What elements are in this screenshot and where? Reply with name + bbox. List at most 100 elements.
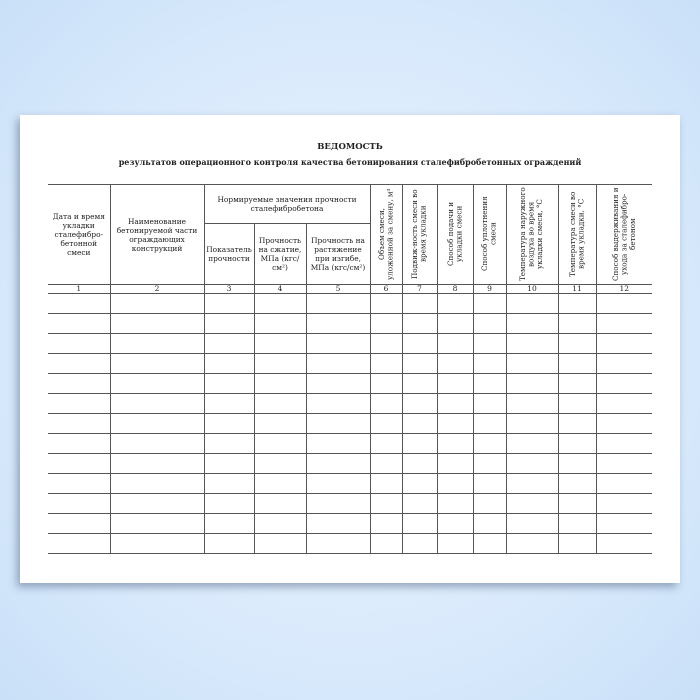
table-cell [505,413,559,434]
table-cell [305,453,371,474]
table-row [48,413,652,434]
table-cell [595,413,652,434]
header-curing-method-text: Способ выдерживания и ухода за сталефибр… [610,186,637,281]
table-cell [253,373,307,394]
table-cell [48,433,111,454]
table-cell [109,433,205,454]
table-cell [595,333,652,354]
table-cell [401,373,438,394]
table-cell [436,413,474,434]
table-cell [505,353,559,374]
table-cell [109,293,205,314]
table-cell [505,333,559,354]
table-cell [203,313,255,334]
table-cell [436,293,474,314]
table-row [48,493,652,514]
table-cell [305,293,371,314]
table-cell [505,313,559,334]
table-cell [203,513,255,534]
table-cell [401,293,438,314]
table-cell [369,413,403,434]
table-cell [401,333,438,354]
table-cell [109,453,205,474]
table-cell [109,493,205,514]
table-cell [305,373,371,394]
table-cell [595,313,652,334]
table-cell [253,533,307,554]
table-row [48,473,652,494]
table-cell [305,393,371,414]
table-cell [48,473,111,494]
table-cell [369,453,403,474]
table-cell [48,413,111,434]
table-cell [505,533,559,554]
table-cell [505,513,559,534]
table-cell [472,393,507,414]
table-cell [369,393,403,414]
table-cell [472,313,507,334]
column-number: 4 [253,284,307,294]
header-strength-group: Нормируемые значения прочности сталефибр… [203,184,371,224]
table-row [48,353,652,374]
table-cell [557,393,597,414]
header-strength-index: Показатель прочности [203,223,255,285]
table-cell [48,293,111,314]
table-cell [369,493,403,514]
column-number: 10 [505,284,559,294]
header-compaction-method: Способ уплотнения смеси [472,184,507,285]
table-cell [109,513,205,534]
table-cell [557,533,597,554]
table-cell [595,433,652,454]
table-cell [436,353,474,374]
table-cell [557,453,597,474]
column-number: 5 [305,284,371,294]
table-cell [401,513,438,534]
table-cell [253,293,307,314]
table-cell [472,333,507,354]
table-cell [109,353,205,374]
table-cell [369,513,403,534]
table-cell [401,353,438,374]
table-cell [401,493,438,514]
table-cell [369,293,403,314]
table-cell [557,413,597,434]
document-sheet: ВЕДОМОСТЬ результатов операционного конт… [20,115,680,583]
table-cell [253,393,307,414]
table-cell [305,473,371,494]
table-cell [557,353,597,374]
table-cell [203,413,255,434]
table-cell [48,333,111,354]
table-cell [305,333,371,354]
table-cell [472,473,507,494]
table-row [48,453,652,474]
table-cell [48,513,111,534]
table-cell [401,453,438,474]
table-cell [203,493,255,514]
table-cell [109,393,205,414]
column-number: 12 [595,284,652,294]
table-cell [305,353,371,374]
table-cell [436,393,474,414]
column-number: 9 [472,284,507,294]
table-cell [472,493,507,514]
table-cell [253,333,307,354]
table-cell [109,533,205,554]
table-cell [109,473,205,494]
table-cell [253,513,307,534]
table-cell [305,493,371,514]
header-flexural-strength: Прочность на растяжение при изгибе, МПа … [305,223,371,285]
table-cell [557,333,597,354]
table-cell [472,293,507,314]
table-cell [557,473,597,494]
table-cell [436,533,474,554]
table-cell [109,313,205,334]
table-cell [203,333,255,354]
header-mobility-text: Подвиж-ность смеси во время укладки [410,188,428,279]
table-cell [203,433,255,454]
table-cell [595,353,652,374]
table-cell [203,373,255,394]
document-subtitle: результатов операционного контроля качес… [118,157,582,167]
table-cell [595,493,652,514]
table-cell [505,393,559,414]
header-curing-method: Способ выдерживания и ухода за сталефибр… [595,184,652,285]
